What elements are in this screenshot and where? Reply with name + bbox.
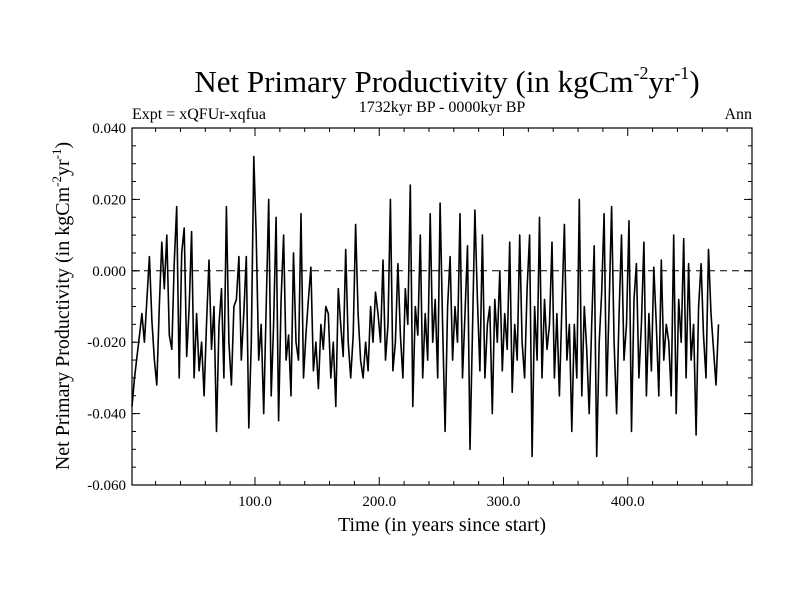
- y-tick-label: -0.040: [87, 407, 126, 423]
- x-tick-label: 300.0: [487, 494, 521, 510]
- ylabel-exponent-2: -1: [49, 149, 64, 160]
- ylabel-mid: yr: [52, 159, 74, 176]
- y-tick-label: 0.000: [92, 264, 126, 280]
- y-tick-label: -0.060: [87, 478, 126, 494]
- title-main: Net Primary Productivity (in kgCm: [194, 64, 633, 99]
- period-label: 1732kyr BP - 0000kyr BP: [359, 99, 526, 116]
- title-exponent-2: -1: [674, 63, 689, 83]
- experiment-label: Expt = xQFUr-xqfua: [132, 106, 266, 123]
- y-tick-label: 0.020: [92, 192, 126, 208]
- x-axis-ticks: 100.0 200.0 300.0 400.0: [155, 128, 728, 510]
- ylabel-end: ): [52, 142, 74, 149]
- x-tick-label: 400.0: [611, 494, 645, 510]
- x-tick-label: 200.0: [362, 494, 396, 510]
- y-axis-label: Net Primary Productivity (in kgCm-2yr-1): [49, 142, 74, 470]
- y-tick-label: 0.040: [92, 121, 126, 137]
- y-axis-ticks: 0.040 0.020 0.000 -0.020 -0.040 -0.060: [87, 121, 752, 494]
- title-exponent-1: -2: [633, 63, 648, 83]
- season-label: Ann: [724, 106, 752, 123]
- ylabel-exponent-1: -2: [49, 176, 64, 187]
- npp-series-line: [131, 155, 720, 458]
- title-end: ): [689, 64, 699, 99]
- title-mid: yr: [648, 64, 675, 99]
- chart-title: Net Primary Productivity (in kgCm-2yr-1): [194, 63, 699, 99]
- x-axis-label: Time (in years since start): [338, 514, 546, 536]
- x-tick-label: 100.0: [238, 494, 272, 510]
- ylabel-main: Net Primary Productivity (in kgCm: [52, 186, 74, 470]
- y-tick-label: -0.020: [87, 335, 126, 351]
